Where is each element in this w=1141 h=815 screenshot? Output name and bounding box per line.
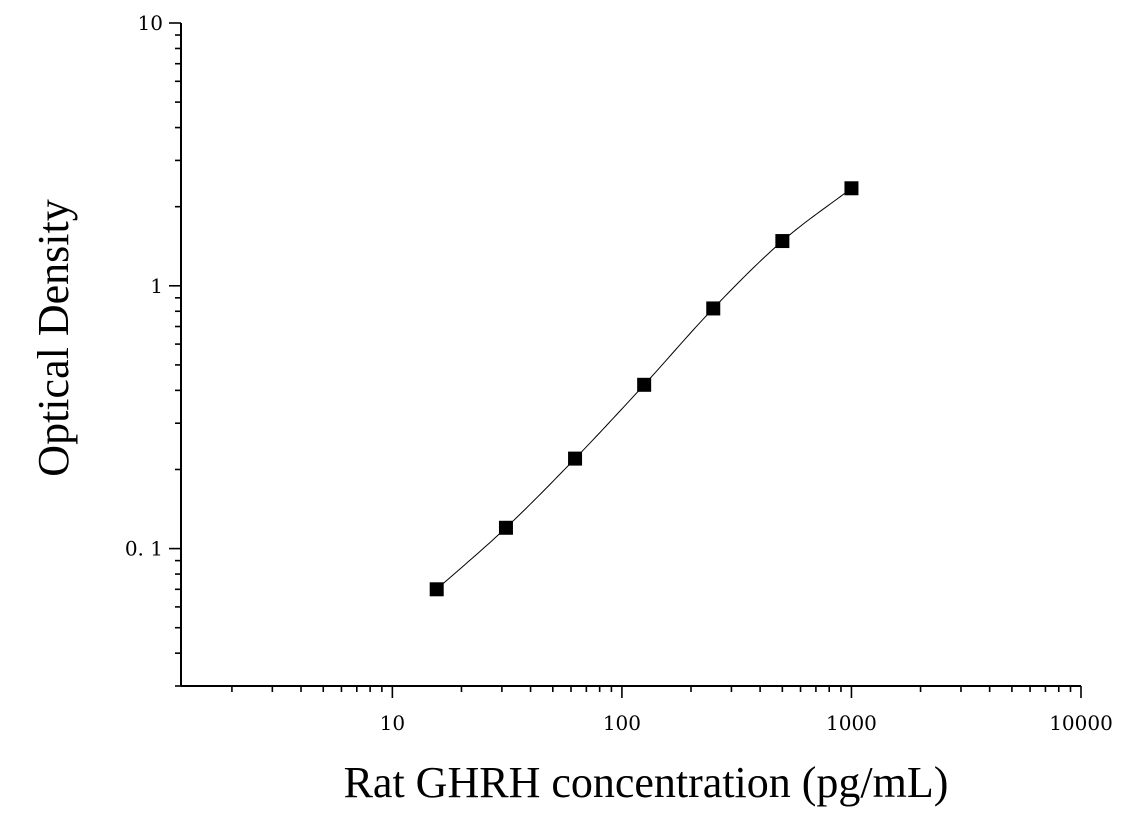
axis-tick-labels: 10 100 1000 10000 0. 1 1 10 bbox=[125, 11, 1113, 735]
x-tick-label: 10 bbox=[380, 711, 405, 735]
data-points bbox=[429, 181, 859, 597]
data-point bbox=[429, 582, 444, 597]
x-axis-title: Rat GHRH concentration (pg/mL) bbox=[344, 758, 949, 807]
data-point bbox=[844, 181, 859, 196]
y-tick-label: 10 bbox=[138, 11, 163, 35]
y-axis-title: Optical Density bbox=[29, 199, 78, 476]
data-point bbox=[706, 301, 721, 316]
x-tick-label: 10000 bbox=[1049, 711, 1113, 735]
axis-ticks bbox=[169, 22, 1082, 698]
data-point bbox=[637, 377, 652, 392]
y-tick-label: 1 bbox=[150, 274, 163, 298]
x-tick-label: 1000 bbox=[826, 711, 877, 735]
data-point bbox=[775, 234, 790, 249]
y-tick-label: 0. 1 bbox=[125, 537, 163, 561]
x-tick-label: 100 bbox=[603, 711, 641, 735]
data-point bbox=[498, 520, 513, 535]
data-point bbox=[568, 451, 583, 466]
